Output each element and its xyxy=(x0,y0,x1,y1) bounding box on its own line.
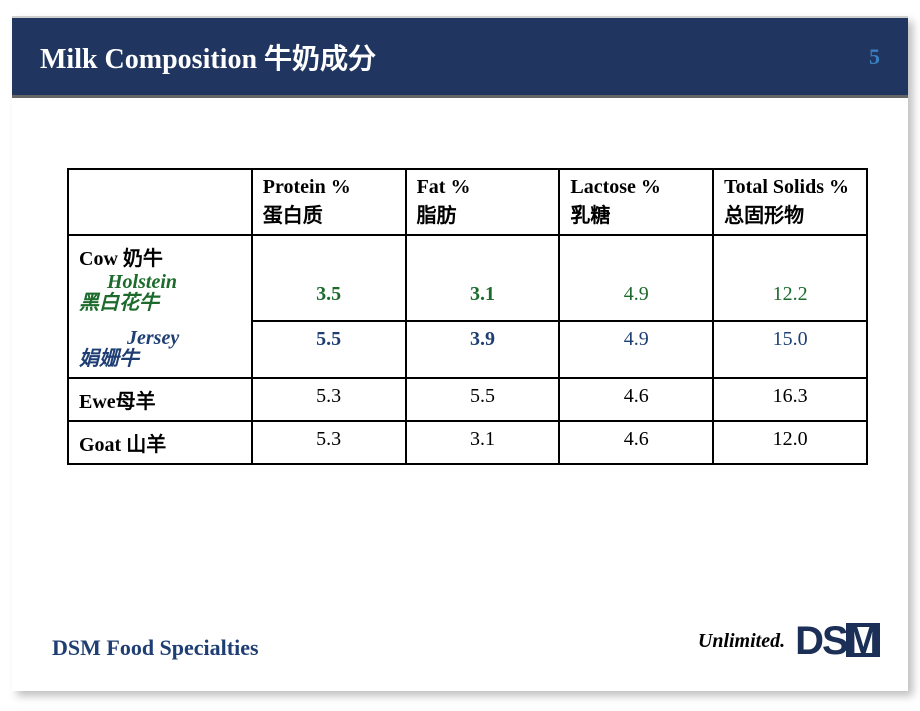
goat-solids: 12.0 xyxy=(713,421,867,464)
milk-composition-table: Protein % 蛋白质 Fat % 脂肪 Lactose % 乳糖 Tota… xyxy=(67,168,868,465)
header-fat-en: Fat % xyxy=(417,176,471,198)
page-number: 5 xyxy=(869,44,880,70)
header-lactose-en: Lactose % xyxy=(570,176,661,198)
jersey-solids: 15.0 xyxy=(713,321,867,378)
jersey-protein: 5.5 xyxy=(252,321,406,378)
header-fat: Fat % 脂肪 xyxy=(406,169,560,235)
header-solids: Total Solids % 总固形物 xyxy=(713,169,867,235)
goat-label: Goat 山羊 xyxy=(68,421,252,464)
goat-lactose: 4.6 xyxy=(559,421,713,464)
dsm-logo-text: DSM xyxy=(795,619,878,663)
header-lactose: Lactose % 乳糖 xyxy=(559,169,713,235)
holstein-fat: 3.1 xyxy=(406,235,560,321)
header-fat-cn: 脂肪 xyxy=(417,205,457,227)
header-solids-en: Total Solids % xyxy=(724,176,849,198)
header-blank xyxy=(68,169,252,235)
holstein-lactose: 4.9 xyxy=(559,235,713,321)
row-ewe: Ewe母羊 5.3 5.5 4.6 16.3 xyxy=(68,378,867,421)
row-goat: Goat 山羊 5.3 3.1 4.6 12.0 xyxy=(68,421,867,464)
holstein-protein: 3.5 xyxy=(252,235,406,321)
cow-label: Cow 奶牛 xyxy=(79,248,163,270)
goat-protein: 5.3 xyxy=(252,421,406,464)
table-header-row: Protein % 蛋白质 Fat % 脂肪 Lactose % 乳糖 Tota… xyxy=(68,169,867,235)
jersey-lactose: 4.9 xyxy=(559,321,713,378)
ewe-solids: 16.3 xyxy=(713,378,867,421)
footer-logo-group: Unlimited. DSM xyxy=(698,621,878,661)
cow-holstein-label: Cow 奶牛 Holstein 黑白花牛 xyxy=(68,235,252,321)
ewe-label: Ewe母羊 xyxy=(68,378,252,421)
dsm-logo: DSM xyxy=(795,621,878,661)
jersey-fat: 3.9 xyxy=(406,321,560,378)
holstein-solids: 12.2 xyxy=(713,235,867,321)
header-lactose-cn: 乳糖 xyxy=(570,205,610,227)
footer: DSM Food Specialties Unlimited. DSM xyxy=(52,621,878,661)
goat-fat: 3.1 xyxy=(406,421,560,464)
ewe-protein: 5.3 xyxy=(252,378,406,421)
slide-title: Milk Composition 牛奶成分 xyxy=(40,37,376,77)
row-cow-holstein: Cow 奶牛 Holstein 黑白花牛 3.5 3.1 4.9 12.2 xyxy=(68,235,867,321)
row-cow-jersey: Jersey 娟姗牛 5.5 3.9 4.9 15.0 xyxy=(68,321,867,378)
header-protein-en: Protein % xyxy=(263,176,351,198)
jersey-label-cell: Jersey 娟姗牛 xyxy=(68,321,252,378)
header-protein-cn: 蛋白质 xyxy=(263,205,323,227)
ewe-lactose: 4.6 xyxy=(559,378,713,421)
header-protein: Protein % 蛋白质 xyxy=(252,169,406,235)
unlimited-text: Unlimited. xyxy=(698,630,785,653)
title-bar: Milk Composition 牛奶成分 5 xyxy=(12,16,908,98)
ewe-fat: 5.5 xyxy=(406,378,560,421)
header-solids-cn: 总固形物 xyxy=(724,205,804,227)
content-area: Protein % 蛋白质 Fat % 脂肪 Lactose % 乳糖 Tota… xyxy=(12,98,908,465)
slide-frame: Milk Composition 牛奶成分 5 Protein % 蛋白质 Fa… xyxy=(12,16,908,691)
footer-company: DSM Food Specialties xyxy=(52,635,259,661)
